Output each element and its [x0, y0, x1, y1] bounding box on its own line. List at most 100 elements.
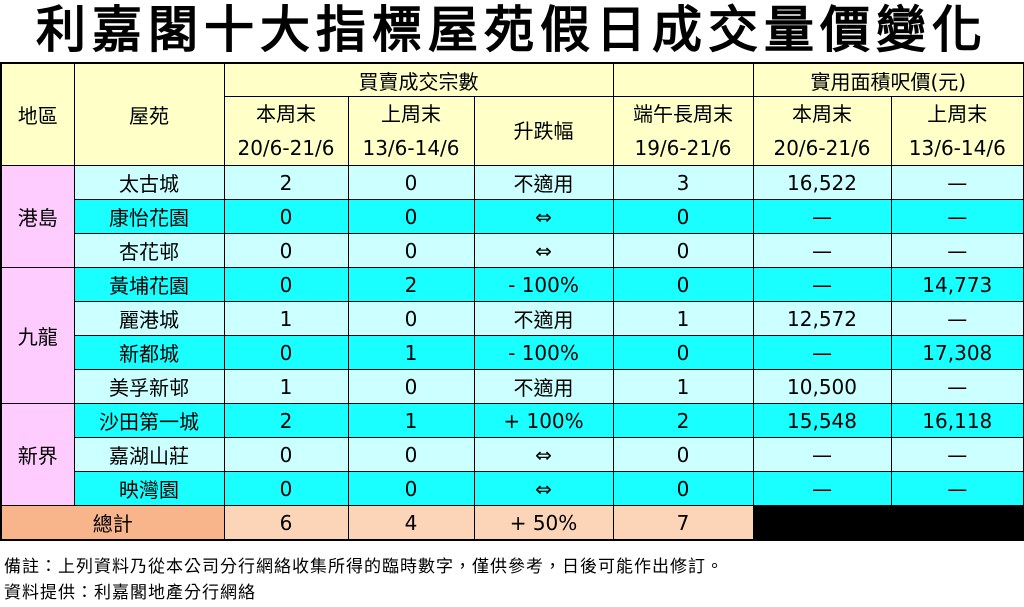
data-cell: 0	[223, 437, 349, 472]
note: 資料提供：利嘉閣地產分行網絡	[4, 583, 256, 603]
data-cell: ⇔	[473, 437, 614, 472]
title: 利嘉閣十大指標屋苑假日成交量價變化	[36, 1, 988, 59]
data-cell: 0	[223, 199, 349, 234]
estate-cell: 映灣園	[73, 471, 225, 506]
table-row: 嘉湖山莊 0 0 ⇔ 0— —	[1, 437, 1024, 472]
header-cell	[612, 62, 754, 97]
header-cell: 端午長周末 19/6-21/6	[612, 96, 754, 166]
data-cell: 0	[347, 437, 475, 472]
total-label: 總計	[0, 505, 225, 541]
note: 備註：上列資料乃從本公司分行網絡收集所得的臨時數字，僅供參考，日後可能作出修訂。	[4, 557, 724, 577]
data-cell: 1	[347, 335, 475, 370]
data-cell: 0	[223, 233, 349, 268]
data-cell: —	[890, 165, 1024, 200]
data-cell: 10,500	[752, 369, 892, 404]
data-cell: 0	[223, 471, 349, 506]
table-row: 新都城 0 1- 100% 0—17,308	[1, 335, 1024, 370]
table-row: 麗港城 1 0 不適用 1 12,572—	[1, 301, 1024, 336]
table-row: 映灣園 0 0 ⇔ 0— —	[1, 471, 1024, 506]
table-row: 九龍 黃埔花園 0 2- 100% 0—14,773	[0, 267, 1024, 404]
estate-cell: 沙田第一城	[73, 403, 225, 438]
data-cell: 1	[612, 301, 754, 336]
data-cell: 0	[347, 233, 475, 268]
data-cell: 不適用	[473, 165, 614, 200]
total-cell: 4	[347, 505, 475, 541]
data-cell: 0	[347, 471, 475, 506]
data-cell: 0	[223, 335, 349, 370]
data-cell: 2	[612, 403, 754, 438]
table-row: 港島 太古城 2 0 不適用 3 16,522—	[0, 165, 1024, 268]
region-cell: 九龍	[0, 267, 75, 404]
data-cell: 0	[612, 267, 754, 302]
data-cell: 16,522	[752, 165, 892, 200]
estate-cell: 新都城	[73, 335, 225, 370]
header-text: 20/6-21/6	[773, 136, 871, 160]
header-text: 13/6-14/6	[362, 136, 460, 160]
region-cell: 港島	[0, 165, 75, 268]
estate-cell: 麗港城	[73, 301, 225, 336]
header-text: 端午長周末	[633, 102, 734, 126]
data-cell: —	[752, 471, 892, 506]
data-cell: 0	[347, 199, 475, 234]
data-cell: 14,773	[890, 267, 1024, 302]
header-cell: 買賣成交宗數	[223, 62, 614, 97]
estate-cell: 康怡花園	[73, 199, 225, 234]
data-cell: 12,572	[752, 301, 892, 336]
data-cell: 16,118	[890, 403, 1024, 438]
data-cell: —	[752, 437, 892, 472]
data-cell: 1	[612, 369, 754, 404]
data-cell: —	[752, 199, 892, 234]
data-cell: 1	[347, 403, 475, 438]
data-cell: ⇔	[473, 471, 614, 506]
data-cell: 0	[612, 471, 754, 506]
data-cell: 0	[612, 233, 754, 268]
total-cell: 7	[612, 505, 754, 541]
table-row: 新界 沙田第一城 2 1 + 100% 2 15,548 16,118	[0, 403, 1024, 506]
header-text: 上周末	[381, 102, 441, 126]
table-row: 美孚新邨 1 0 不適用 1 10,500—	[1, 369, 1024, 404]
estate-cell: 黃埔花園	[73, 267, 225, 302]
header-text: 本周末	[256, 102, 316, 126]
data-cell: 0	[612, 335, 754, 370]
blank-cell	[752, 505, 1024, 541]
data-cell: 0	[223, 267, 349, 302]
data-cell: - 100%	[473, 335, 614, 370]
data-cell: 2	[223, 403, 349, 438]
data-cell: 不適用	[473, 369, 614, 404]
header-cell: 本周末 20/6-21/6	[223, 96, 349, 166]
header-text: 上周末	[927, 102, 988, 126]
data-cell: —	[890, 437, 1024, 472]
table: 地區 屋苑 買賣成交宗數 實用面積呎價(元) 本周末 20/6-21/6 上周末 1…	[0, 62, 1024, 541]
header-text: 本周末	[792, 102, 853, 126]
total-cell: + 50%	[473, 505, 614, 541]
data-cell: 2	[347, 267, 475, 302]
estate-cell: 美孚新邨	[73, 369, 225, 404]
data-cell: + 100%	[473, 403, 614, 438]
header-cell: 本周末 20/6-21/6	[752, 96, 892, 166]
data-cell: —	[752, 267, 892, 302]
data-cell: 15,548	[752, 403, 892, 438]
header-text: 20/6-21/6	[237, 136, 335, 160]
total-cell: 6	[223, 505, 349, 541]
data-cell: —	[890, 199, 1024, 234]
data-cell: 2	[223, 165, 349, 200]
table-body: 地區 屋苑 買賣成交宗數 實用面積呎價(元) 本周末 20/6-21/6 上周末 1…	[0, 62, 1024, 541]
data-cell: —	[752, 233, 892, 268]
data-cell: - 100%	[473, 267, 614, 302]
total-row: 總計 6 4 + 50% 7	[0, 505, 1024, 541]
data-cell: 0	[347, 165, 475, 200]
data-cell: 1	[223, 301, 349, 336]
data-cell: 0	[347, 301, 475, 336]
data-cell: 0	[347, 369, 475, 404]
region-cell: 新界	[0, 403, 75, 506]
estate-cell: 嘉湖山莊	[73, 437, 225, 472]
header-cell: 屋苑	[73, 62, 225, 166]
header-text: 19/6-21/6	[634, 136, 732, 160]
header-cell: 地區	[0, 62, 75, 166]
table-row: 杏花邨 0 0 ⇔ 0— —	[1, 233, 1024, 268]
data-cell: 3	[612, 165, 754, 200]
data-cell: ⇔	[473, 199, 614, 234]
header-cell: 上周末 13/6-14/6	[890, 96, 1024, 166]
data-cell: ⇔	[473, 233, 614, 268]
